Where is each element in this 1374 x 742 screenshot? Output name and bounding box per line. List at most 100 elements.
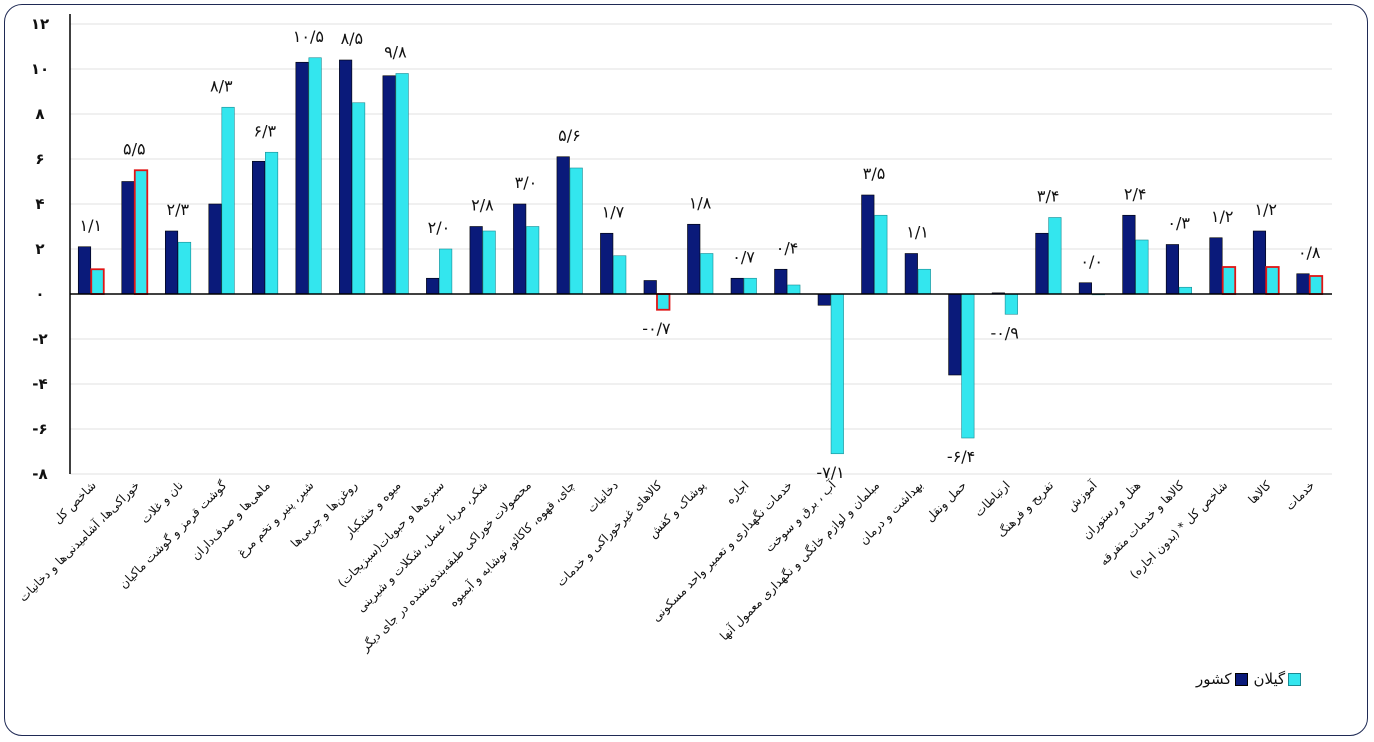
legend-label-country: کشور <box>1196 670 1232 688</box>
bar-country <box>513 203 527 295</box>
data-label: ۸/۵ <box>341 29 364 48</box>
y-tick-label: -۲ <box>32 330 47 348</box>
data-label: ۰/۰ <box>1080 252 1103 271</box>
bar-gilan <box>352 102 366 295</box>
data-label: ۶/۳ <box>254 121 277 140</box>
data-label: ۳/۰ <box>515 173 538 192</box>
bar-gilan <box>743 277 757 295</box>
bar-gilan <box>656 293 671 311</box>
bar-gilan <box>874 214 888 295</box>
bar-country <box>208 203 222 295</box>
bar-country <box>77 246 92 295</box>
bar-country <box>121 181 135 295</box>
data-label: ۳/۵ <box>863 164 886 183</box>
category-label: شیر، پنیر و تخم مرغ <box>235 478 318 561</box>
category-label: ماهی‌ها و صدف‌داران <box>189 478 274 563</box>
bar-gilan <box>395 73 409 295</box>
data-label: ۰/۷ <box>732 247 755 266</box>
legend-item-country: کشور <box>1196 670 1248 688</box>
bar-gilan <box>1265 266 1280 295</box>
bar-gilan <box>482 230 496 295</box>
bar-gilan <box>830 293 844 455</box>
data-label: ۰/۴ <box>776 238 799 257</box>
bar-country <box>1035 232 1049 295</box>
y-tick-label: ۶ <box>35 150 44 168</box>
bar-gilan <box>265 151 279 295</box>
bar-country <box>687 223 701 295</box>
category-label: آب ، برق و سوخت <box>761 477 839 555</box>
data-label: ۲/۴ <box>1124 184 1147 203</box>
bar-gilan <box>133 169 149 295</box>
bar-country <box>339 59 353 295</box>
legend-swatch-gilan <box>1288 672 1302 686</box>
legend-item-gilan: گیلان <box>1254 670 1302 688</box>
bar-country <box>164 230 179 295</box>
data-label: ۰/۸ <box>1298 243 1321 262</box>
bar-country <box>252 160 266 295</box>
y-tick-label: ۱۲ <box>31 15 49 33</box>
bar-country <box>426 277 440 295</box>
bar-gilan <box>1221 266 1237 295</box>
data-label: -۶/۴ <box>947 447 975 466</box>
bar-country <box>730 277 744 295</box>
y-tick-label: ۲ <box>35 240 44 258</box>
data-label: ۵/۶ <box>558 126 581 145</box>
bar-gilan <box>613 255 627 295</box>
bar-country <box>1078 282 1092 295</box>
category-label: خدمات <box>1283 478 1318 513</box>
data-label: ۱/۱ <box>79 216 102 235</box>
bar-country <box>948 293 962 376</box>
data-label: ۱/۷ <box>602 202 625 221</box>
data-label: ۲/۰ <box>428 218 451 237</box>
y-tick-label: -۴ <box>32 375 47 393</box>
data-label: ۸/۳ <box>210 76 233 95</box>
bar-gilan <box>439 248 453 295</box>
bar-country <box>1296 273 1310 295</box>
legend-swatch-country <box>1234 672 1248 686</box>
category-label: مبلمان و لوازم خانگی و نگهداری معمول آنه… <box>716 478 882 644</box>
data-label: -۰/۹ <box>990 323 1018 342</box>
data-label: -۷/۱ <box>816 463 844 482</box>
bar-gilan <box>308 57 322 295</box>
bar-country <box>382 75 396 295</box>
bar-gilan <box>90 268 105 295</box>
bar-country <box>643 280 657 295</box>
category-label: حمل ونقل <box>923 478 970 525</box>
data-label: ۵/۵ <box>123 139 146 158</box>
bar-country <box>1165 244 1179 295</box>
bar-country <box>861 194 875 295</box>
chart-frame <box>4 4 1368 736</box>
y-tick-label: ۴ <box>35 195 44 213</box>
category-label: آموزش <box>1063 477 1101 515</box>
bar-gilan <box>221 106 235 295</box>
bar-gilan <box>569 167 583 295</box>
data-label: ۲/۳ <box>167 200 190 219</box>
bar-country <box>469 226 483 295</box>
bar-gilan <box>700 253 714 295</box>
data-label: ۲/۸ <box>471 196 494 215</box>
data-label: -۰/۷ <box>642 319 671 338</box>
data-label: ۱۰/۵ <box>293 27 324 46</box>
y-tick-label: ۰ <box>35 285 44 303</box>
bar-country <box>1252 230 1267 295</box>
bar-gilan <box>1135 239 1149 295</box>
bar-country <box>556 156 570 295</box>
data-label: ۰/۳ <box>1167 214 1190 233</box>
bar-gilan <box>177 241 192 295</box>
bar-gilan <box>917 268 931 295</box>
bar-gilan <box>1308 275 1324 295</box>
data-label: ۱/۲ <box>1254 200 1277 219</box>
bar-country <box>774 268 788 295</box>
y-tick-label: -۸ <box>32 465 47 483</box>
bar-gilan <box>1004 293 1018 315</box>
bar-country <box>817 293 831 306</box>
data-label: ۳/۴ <box>1037 187 1060 206</box>
legend: گیلان کشور <box>1196 670 1302 688</box>
bar-gilan <box>961 293 975 439</box>
y-tick-label: ۱۰ <box>31 60 49 78</box>
data-label: ۹/۸ <box>384 43 407 62</box>
category-label: کالاها <box>1245 478 1274 507</box>
bar-gilan <box>1048 217 1062 295</box>
category-label: ارتباطات <box>972 478 1014 520</box>
